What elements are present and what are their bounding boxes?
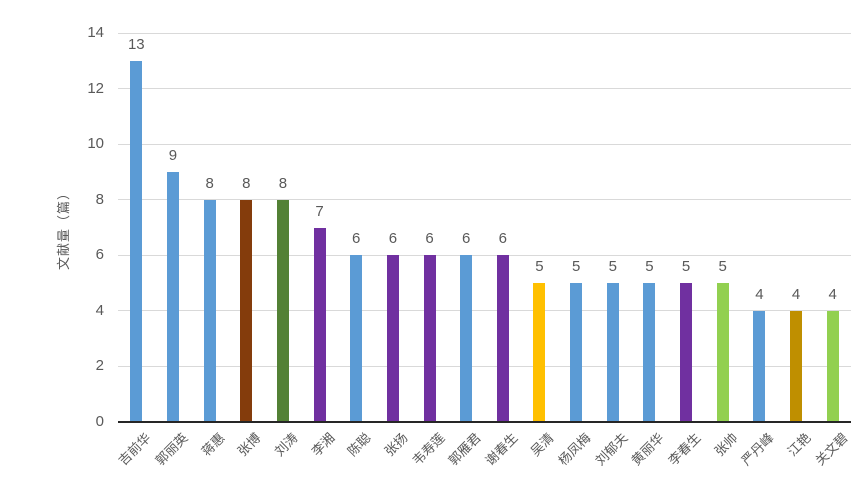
- bar-value-label: 4: [828, 285, 837, 303]
- x-category-label: 刘郁夫: [592, 430, 631, 469]
- gridline: [118, 365, 851, 367]
- x-category-label: 吴清: [528, 430, 558, 460]
- bar: [203, 199, 216, 422]
- bar-value-label: 8: [205, 174, 214, 192]
- bar-value-label: 8: [278, 174, 288, 192]
- bar: [240, 199, 253, 422]
- y-tick-label: 12: [87, 79, 104, 97]
- x-category-label: 韦寿莲: [408, 430, 448, 469]
- gridline: [118, 32, 851, 34]
- bar: [313, 227, 326, 422]
- bar: [606, 283, 619, 422]
- bar-value-label: 6: [425, 230, 434, 248]
- y-axis-title: 文献量（篇）: [56, 186, 71, 271]
- gridline: [118, 310, 851, 312]
- gridline: [118, 199, 851, 201]
- x-category-label: 吉前华: [115, 430, 154, 469]
- x-category-label: 张扬: [381, 430, 411, 460]
- bar-value-label: 5: [718, 258, 727, 276]
- x-category-label: 郭雁君: [445, 430, 484, 469]
- bar: [680, 283, 693, 422]
- bar-value-label: 6: [352, 230, 361, 248]
- y-tick-label: 0: [95, 413, 104, 430]
- x-category-label: 郭丽英: [152, 430, 191, 469]
- bar-value-label: 4: [791, 285, 801, 303]
- bar: [643, 283, 656, 422]
- bar-value-label: 5: [608, 258, 617, 276]
- bar-value-label: 7: [315, 202, 324, 220]
- x-category-label: 陈聪: [344, 430, 374, 460]
- x-category-label: 严丹峰: [738, 430, 777, 469]
- y-tick-label: 14: [87, 24, 104, 41]
- y-tick-label: 6: [95, 246, 104, 264]
- x-category-label: 蒋惠: [198, 430, 228, 460]
- bar: [166, 171, 179, 422]
- x-axis-line: [118, 421, 851, 423]
- bar-value-label: 6: [498, 230, 507, 248]
- bar: [790, 310, 803, 422]
- gridline: [118, 88, 851, 90]
- bar-value-label: 5: [645, 258, 654, 276]
- x-category-label: 江艳: [784, 430, 814, 460]
- x-category-label: 张帅: [711, 430, 741, 460]
- bar-value-label: 6: [462, 230, 471, 248]
- gridline: [118, 143, 851, 145]
- y-tick-label: 4: [95, 301, 104, 319]
- bar: [276, 199, 289, 422]
- gridline: [118, 254, 851, 256]
- bar: [753, 310, 766, 422]
- bar: [423, 255, 436, 422]
- x-category-label: 杨凤梅: [555, 430, 594, 469]
- x-category-label: 张博: [234, 430, 264, 460]
- bar: [386, 255, 399, 422]
- bar-value-label: 5: [681, 258, 691, 276]
- x-category-label: 李春生: [665, 430, 704, 469]
- bar-value-label: 8: [242, 174, 251, 192]
- bar-value-label: 5: [535, 258, 544, 276]
- bar-value-label: 9: [168, 146, 178, 164]
- bar-value-label: 5: [571, 258, 581, 276]
- y-tick-label: 10: [87, 135, 104, 153]
- bar-value-label: 6: [388, 230, 398, 248]
- bar: [496, 255, 509, 422]
- x-category-label: 黄丽华: [628, 430, 668, 469]
- x-category-label: 李湘: [308, 430, 338, 460]
- bar: [460, 255, 473, 422]
- y-tick-label: 8: [95, 190, 104, 208]
- bar-value-label: 4: [755, 285, 764, 303]
- bar: [570, 283, 583, 422]
- x-category-label: 刘涛: [271, 430, 301, 460]
- bar-value-label: 13: [127, 35, 145, 53]
- y-tick-label: 2: [95, 357, 104, 375]
- bar: [130, 60, 143, 422]
- bar: [350, 255, 363, 422]
- x-category-label: 关文碧: [812, 430, 851, 469]
- bar: [716, 283, 729, 422]
- bar: [533, 283, 546, 422]
- bar: [826, 310, 839, 422]
- x-category-label: 谢春生: [482, 430, 521, 469]
